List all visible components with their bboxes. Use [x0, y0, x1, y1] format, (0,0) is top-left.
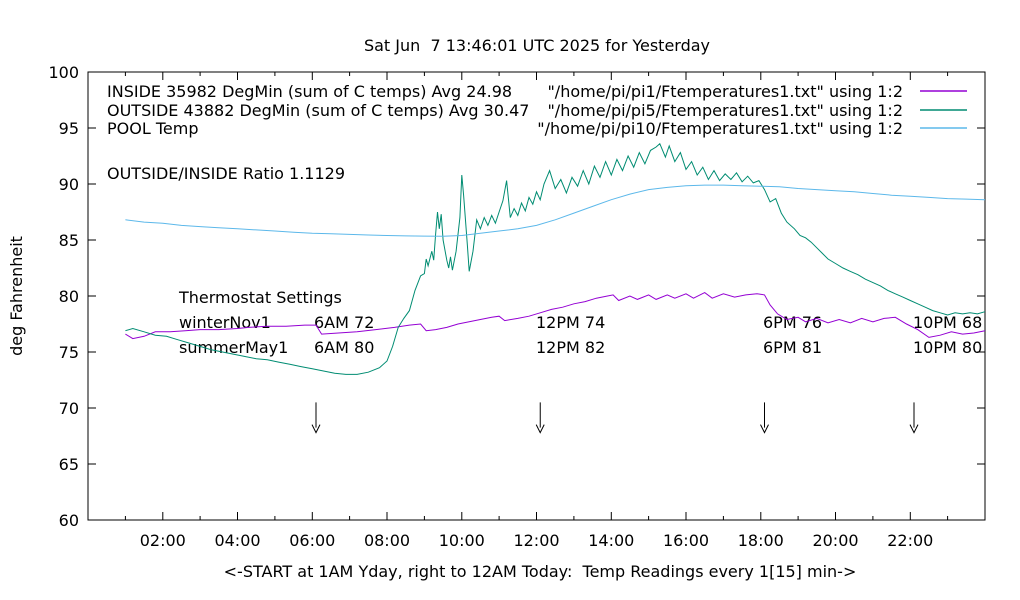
- x-tick-label: 08:00: [364, 531, 410, 550]
- axes: 02:00 04:00 06:00 08:00 10:00 12:00 14:00 16:00…: [48, 63, 986, 550]
- y-axis-label: deg Fahrenheit: [7, 236, 26, 356]
- x-tick-label: 22:00: [887, 531, 933, 550]
- legend-entry-pool: "/home/pi/pi10/Ftemperatures1.txt" using…: [537, 119, 903, 138]
- thermostat-winter-6pm: 6PM 76: [763, 313, 822, 332]
- thermostat-summer-name: summerMay1: [179, 338, 288, 357]
- annotation-pool: POOL Temp: [107, 119, 198, 138]
- down-arrow-head: [909, 424, 919, 434]
- x-tick-label: 18:00: [738, 531, 784, 550]
- y-tick-label: 60: [59, 511, 79, 530]
- thermostat-winter-12pm: 12PM 74: [536, 313, 605, 332]
- legend-entry-inside: "/home/pi/pi1/Ftemperatures1.txt" using …: [547, 82, 903, 101]
- x-tick-label: 20:00: [812, 531, 858, 550]
- ratio-annotation: OUTSIDE/INSIDE Ratio 1.1129: [107, 164, 345, 183]
- thermostat-summer-10pm: 10PM 80: [913, 338, 982, 357]
- x-tick-label: 12:00: [513, 531, 559, 550]
- y-tick-label: 100: [48, 63, 79, 82]
- thermostat-arrows: [311, 402, 919, 434]
- y-tick-label: 65: [59, 455, 79, 474]
- x-tick-label: 04:00: [214, 531, 260, 550]
- chart-title: Sat Jun 7 13:46:01 UTC 2025 for Yesterda…: [364, 36, 710, 55]
- y-tick-label: 85: [59, 231, 79, 250]
- series-line-pool: [125, 184, 986, 237]
- thermostat-summer-6pm: 6PM 81: [763, 338, 822, 357]
- y-tick-label: 95: [59, 119, 79, 138]
- x-axis-label: <-START at 1AM Yday, right to 12AM Today…: [224, 562, 857, 581]
- x-tick-label: 06:00: [289, 531, 335, 550]
- y-tick-label: 90: [59, 175, 79, 194]
- down-arrow-head: [760, 424, 769, 434]
- thermostat-winter-6am: 6AM 72: [314, 313, 374, 332]
- down-arrow-head: [535, 424, 545, 434]
- annotation-outside: OUTSIDE 43882 DegMin (sum of C temps) Av…: [107, 101, 529, 120]
- x-tick-label: 02:00: [140, 531, 186, 550]
- series-line-outside: [125, 142, 986, 375]
- x-tick-label: 10:00: [439, 531, 485, 550]
- thermostat-summer-6am: 6AM 80: [314, 338, 374, 357]
- y-tick-label: 70: [59, 399, 79, 418]
- legend-entry-outside: "/home/pi/pi5/Ftemperatures1.txt" using …: [547, 101, 903, 120]
- thermostat-annotations: Thermostat Settings winterNov1 6AM 72 12…: [178, 288, 982, 357]
- y-tick-label: 75: [59, 343, 79, 362]
- x-tick-label: 14:00: [588, 531, 634, 550]
- down-arrow-head: [311, 424, 321, 434]
- x-tick-label: 16:00: [663, 531, 709, 550]
- annotation-inside: INSIDE 35982 DegMin (sum of C temps) Avg…: [107, 82, 512, 101]
- series-lines: [125, 142, 986, 375]
- series-line-inside: [125, 292, 986, 340]
- thermostat-winter-10pm: 10PM 68: [913, 313, 982, 332]
- legend: INSIDE 35982 DegMin (sum of C temps) Avg…: [107, 82, 967, 138]
- thermostat-summer-12pm: 12PM 82: [536, 338, 605, 357]
- thermostat-heading: Thermostat Settings: [178, 288, 342, 307]
- y-tick-label: 80: [59, 287, 79, 306]
